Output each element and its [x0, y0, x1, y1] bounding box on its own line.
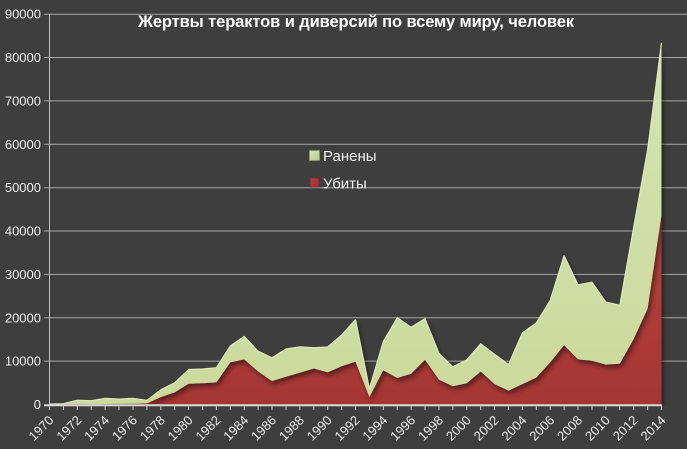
svg-text:80000: 80000 — [5, 50, 41, 65]
svg-text:Убиты: Убиты — [323, 176, 367, 193]
svg-text:10000: 10000 — [5, 354, 41, 369]
svg-text:30000: 30000 — [5, 267, 41, 282]
svg-text:Ранены: Ранены — [323, 148, 377, 165]
svg-text:20000: 20000 — [5, 310, 41, 325]
svg-text:60000: 60000 — [5, 137, 41, 152]
svg-text:0: 0 — [34, 397, 41, 412]
svg-text:50000: 50000 — [5, 180, 41, 195]
svg-text:70000: 70000 — [5, 93, 41, 108]
svg-text:90000: 90000 — [5, 7, 41, 22]
svg-text:40000: 40000 — [5, 224, 41, 239]
svg-text:Жертвы терактов и диверсий по: Жертвы терактов и диверсий по всему миру… — [137, 13, 575, 31]
